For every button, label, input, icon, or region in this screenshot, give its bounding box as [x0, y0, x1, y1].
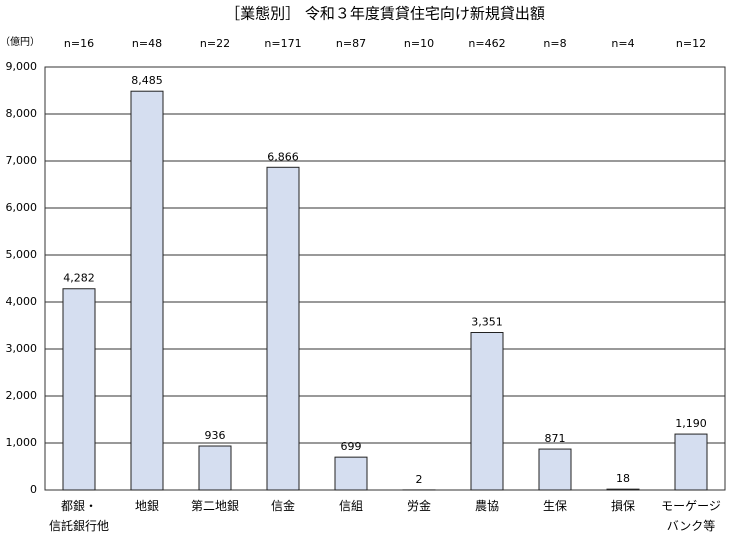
value-label: 699 — [341, 440, 362, 453]
value-label: 936 — [205, 429, 226, 442]
y-tick-label: 6,000 — [6, 201, 38, 214]
value-label: 2 — [416, 473, 423, 486]
x-tick-label: モーゲージ バンク等 — [661, 499, 721, 533]
x-tick-label: 第二地銀 — [190, 499, 239, 513]
y-tick-label: 9,000 — [6, 60, 38, 73]
bar — [266, 166, 300, 491]
x-tick-label: 都銀・ 信託銀行他 — [48, 499, 109, 533]
x-tick-label: 信組 — [338, 499, 363, 513]
n-label: n=48 — [132, 37, 162, 50]
bar — [674, 433, 708, 491]
n-label: n=22 — [200, 37, 230, 50]
y-unit: （億円） — [0, 35, 40, 48]
bar — [130, 90, 164, 491]
n-label: n=16 — [64, 37, 94, 50]
bar — [198, 445, 232, 491]
x-tick-label: 損保 — [610, 499, 635, 513]
value-label: 8,485 — [131, 74, 163, 87]
n-label: n=87 — [336, 37, 366, 50]
value-label: 18 — [616, 472, 630, 485]
x-tick-label: 生保 — [542, 499, 567, 513]
bar — [606, 488, 640, 491]
n-label: n=12 — [676, 37, 706, 50]
plot-frame — [44, 66, 726, 491]
value-label: 4,282 — [63, 272, 95, 285]
bar — [538, 448, 572, 491]
value-label: 3,351 — [471, 316, 503, 329]
n-label: n=4 — [611, 37, 634, 50]
x-tick-label: 信金 — [270, 499, 295, 513]
y-tick-label: 2,000 — [6, 389, 38, 402]
n-label: n=462 — [468, 37, 505, 50]
n-label: n=171 — [264, 37, 301, 50]
value-label: 871 — [545, 432, 566, 445]
x-tick-label: 労金 — [406, 499, 431, 513]
y-tick-label: 1,000 — [6, 436, 38, 449]
bar — [470, 332, 504, 491]
n-label: n=8 — [543, 37, 566, 50]
y-tick-label: 8,000 — [6, 107, 38, 120]
y-tick-label: 7,000 — [6, 154, 38, 167]
n-label: n=10 — [404, 37, 434, 50]
value-label: 1,190 — [675, 417, 707, 430]
y-tick-label: 0 — [30, 483, 37, 496]
y-tick-label: 4,000 — [6, 295, 38, 308]
value-label: 6,866 — [267, 150, 299, 163]
bar — [62, 288, 96, 491]
x-tick-label: 地銀 — [134, 499, 159, 513]
bar — [334, 456, 368, 491]
chart-title: ［業態別］ 令和３年度賃貸住宅向け新規貸出額 — [225, 5, 545, 23]
y-tick-label: 5,000 — [6, 248, 38, 261]
y-tick-label: 3,000 — [6, 342, 38, 355]
x-tick-label: 農協 — [474, 499, 499, 513]
